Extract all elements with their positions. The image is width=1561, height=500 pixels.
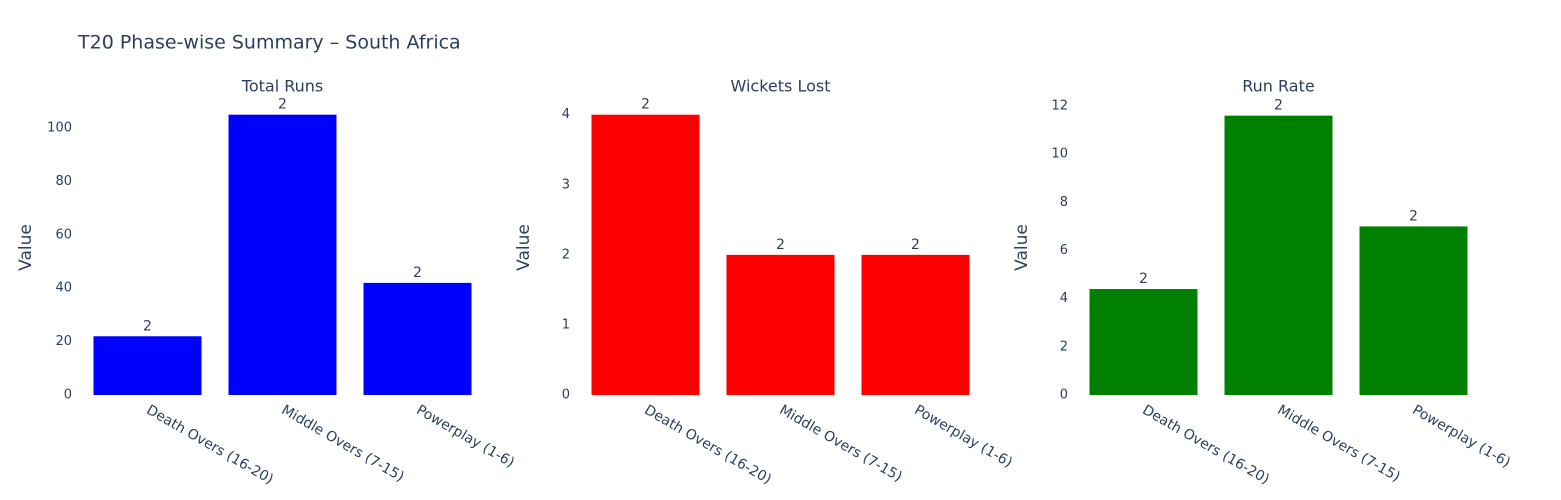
bar bbox=[861, 254, 970, 395]
y-tick-label: 6 bbox=[1060, 243, 1068, 258]
bar bbox=[93, 336, 202, 395]
bar-text: 2 bbox=[278, 97, 287, 113]
y-tick-label: 100 bbox=[47, 121, 72, 136]
x-tick-label: Powerplay (1-6) bbox=[1410, 402, 1513, 471]
x-tick-label: Middle Overs (7-15) bbox=[777, 402, 905, 485]
x-tick-label: Powerplay (1-6) bbox=[912, 402, 1015, 471]
y-tick-label: 0 bbox=[562, 388, 570, 403]
y-tick-label: 12 bbox=[1051, 99, 1068, 114]
bar bbox=[363, 282, 472, 395]
bar bbox=[591, 114, 700, 395]
bar-text: 2 bbox=[1274, 98, 1283, 114]
bar-text: 2 bbox=[143, 318, 152, 334]
y-axis-label: Value bbox=[16, 224, 36, 271]
subplot-title: Wickets Lost bbox=[731, 77, 831, 96]
y-axis-label: Value bbox=[1012, 224, 1032, 271]
y-tick-label: 1 bbox=[562, 317, 570, 332]
y-tick-label: 0 bbox=[64, 388, 72, 403]
bar bbox=[1359, 226, 1468, 395]
subplot-title: Run Rate bbox=[1242, 77, 1314, 96]
x-tick-label: Powerplay (1-6) bbox=[414, 402, 517, 471]
y-tick-label: 2 bbox=[1060, 339, 1068, 354]
x-tick-label: Death Overs (16-20) bbox=[144, 402, 277, 488]
bar bbox=[726, 254, 835, 395]
chart-title: T20 Phase-wise Summary – South Africa bbox=[77, 32, 461, 54]
bar-text: 2 bbox=[641, 97, 650, 113]
y-tick-label: 4 bbox=[562, 107, 570, 122]
y-tick-label: 40 bbox=[55, 281, 72, 296]
bar-text: 2 bbox=[1409, 208, 1418, 224]
y-tick-label: 10 bbox=[1051, 147, 1068, 162]
y-tick-label: 20 bbox=[55, 334, 72, 349]
y-tick-label: 0 bbox=[1060, 388, 1068, 403]
y-tick-label: 3 bbox=[562, 177, 570, 192]
bar-text: 2 bbox=[1139, 271, 1148, 287]
y-tick-label: 60 bbox=[55, 227, 72, 242]
bar bbox=[1089, 289, 1198, 395]
y-tick-label: 2 bbox=[562, 247, 570, 262]
bar-text: 2 bbox=[413, 265, 422, 281]
bar bbox=[228, 114, 337, 395]
y-tick-label: 8 bbox=[1060, 195, 1068, 210]
bar-text: 2 bbox=[911, 237, 920, 253]
bar-text: 2 bbox=[776, 237, 785, 253]
y-tick-label: 4 bbox=[1060, 291, 1068, 306]
y-axis-label: Value bbox=[514, 224, 534, 271]
x-tick-label: Middle Overs (7-15) bbox=[279, 402, 407, 485]
y-tick-label: 80 bbox=[55, 174, 72, 189]
x-tick-label: Death Overs (16-20) bbox=[1140, 402, 1273, 488]
subplot-title: Total Runs bbox=[241, 77, 323, 96]
bar bbox=[1224, 115, 1333, 395]
x-tick-label: Death Overs (16-20) bbox=[642, 402, 775, 488]
x-tick-label: Middle Overs (7-15) bbox=[1275, 402, 1403, 485]
